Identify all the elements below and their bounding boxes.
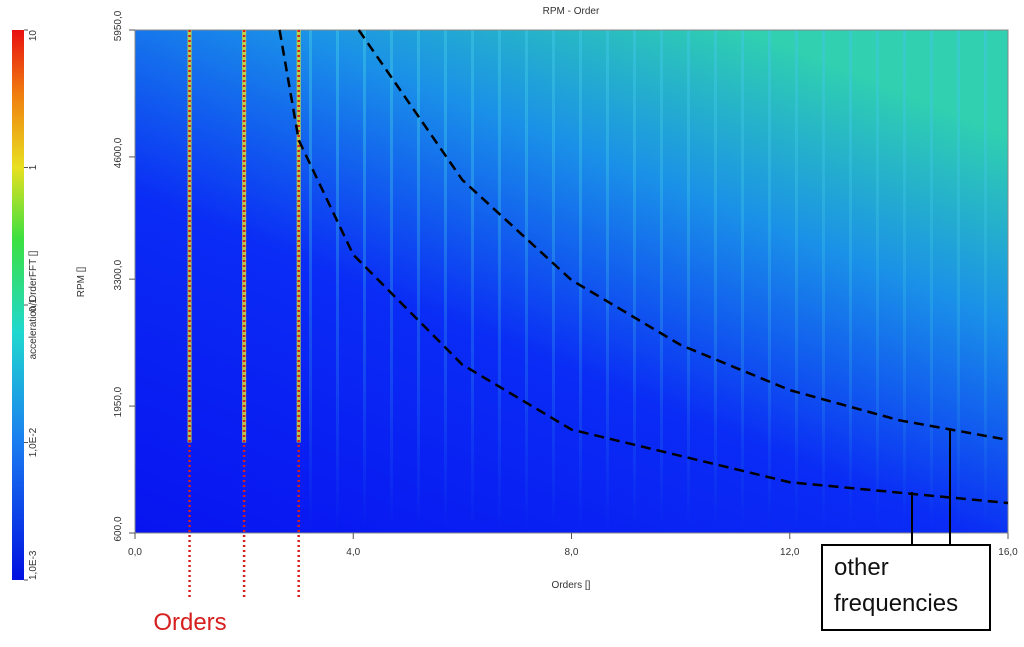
colorbar-tick-label: 1,0E-3	[28, 550, 39, 580]
annotation: other frequencies	[834, 554, 959, 617]
x-tick-label: 12,0	[780, 547, 800, 558]
annotation: Orders	[153, 609, 226, 636]
annotation-wrap: other frequencies	[834, 554, 959, 617]
colorbar-tick-label: 1,0E-2	[28, 427, 39, 457]
y-tick-label: 4600,0	[113, 137, 124, 168]
y-tick-label: 3300,0	[113, 259, 124, 290]
chart-title: RPM - Order	[543, 6, 600, 17]
x-tick-label: 0,0	[128, 547, 142, 558]
heatmap-texture	[300, 30, 1008, 533]
y-tick-label: 600,0	[113, 516, 124, 541]
colorbar-tick-label: 1	[28, 164, 39, 170]
dashed-curve	[278, 29, 1009, 505]
x-tick-label: 4,0	[346, 547, 360, 558]
y-axis-label: RPM []	[76, 267, 87, 298]
x-tick-label: 8,0	[565, 547, 579, 558]
dashed-curve	[357, 29, 1009, 442]
colorbar-tick-label: 0,1	[28, 298, 39, 312]
annotation-box	[821, 544, 991, 631]
colorbar-label: acceleration/OrderFFT []	[28, 250, 39, 359]
x-tick-label: 16,0	[998, 547, 1018, 558]
colorbar-tick-label: 10	[28, 30, 39, 42]
y-tick-label: 5950,0	[113, 10, 124, 41]
colorbar	[12, 30, 24, 580]
x-axis-label: Orders []	[552, 580, 591, 591]
y-tick-label: 1950,0	[113, 386, 124, 417]
